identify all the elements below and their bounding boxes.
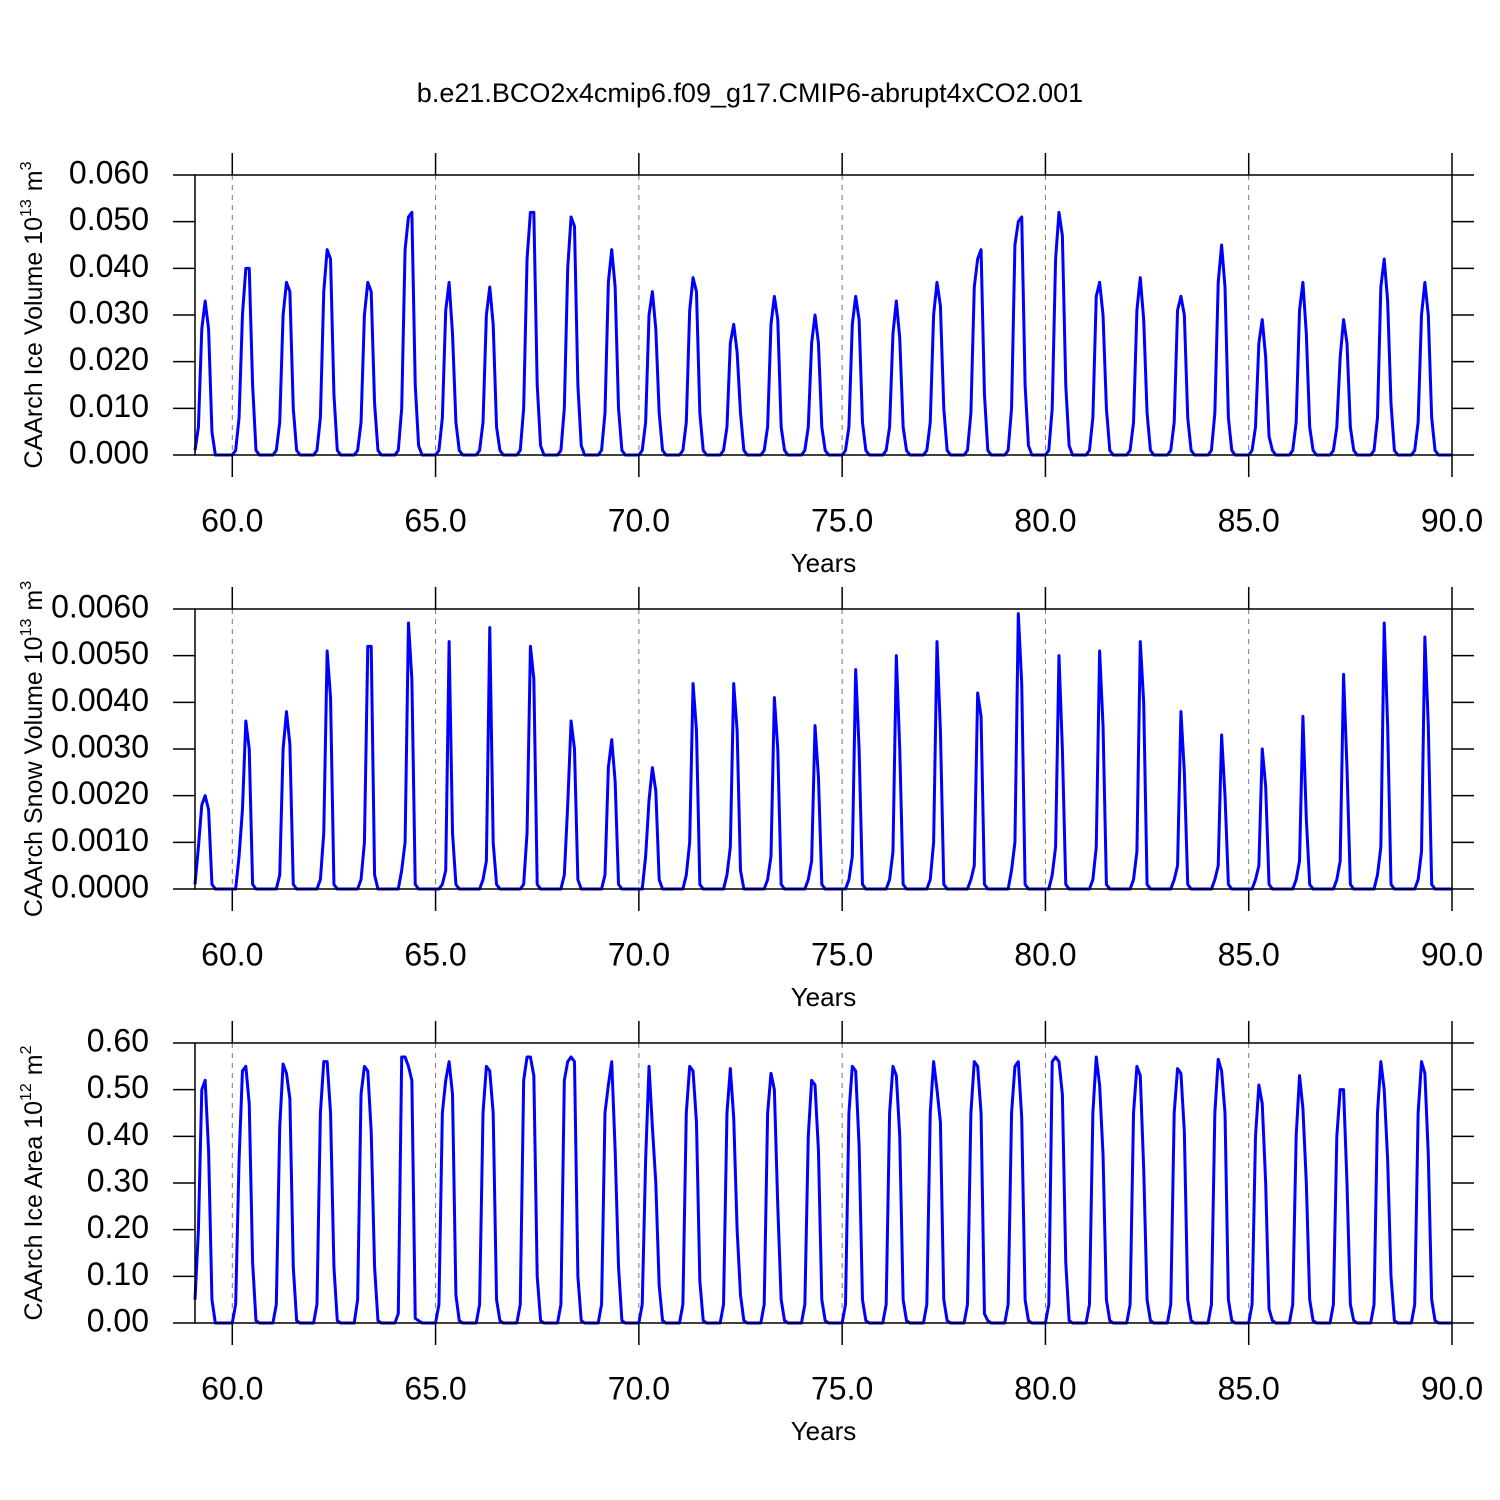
y-axis-title-text: CAArch Snow Volume 10 bbox=[20, 636, 48, 917]
plot-frame bbox=[194, 608, 1453, 890]
y-tick-label: 0.0060 bbox=[51, 588, 149, 624]
y-axis-title-exponent: 13 bbox=[18, 199, 35, 217]
x-axis-title: Years bbox=[791, 1416, 857, 1446]
y-tick-label: 0.040 bbox=[69, 248, 149, 284]
y-axis-title-unit: m bbox=[20, 1054, 48, 1075]
y-axis-title-exponent: 12 bbox=[18, 1083, 35, 1101]
y-tick-label: 0.050 bbox=[69, 201, 149, 237]
x-tick-label: 60.0 bbox=[201, 502, 263, 538]
x-tick-label: 75.0 bbox=[811, 1370, 873, 1406]
y-axis-title-text: CAArch Ice Area 10 bbox=[20, 1101, 48, 1321]
x-tick-label: 80.0 bbox=[1014, 502, 1076, 538]
y-tick-label: 0.000 bbox=[69, 434, 149, 470]
y-axis-title-unit: m bbox=[20, 170, 48, 191]
x-tick-label: 65.0 bbox=[404, 1370, 466, 1406]
y-tick-label: 0.010 bbox=[69, 388, 149, 424]
x-tick-label: 70.0 bbox=[608, 936, 670, 972]
y-axis-title-unit-exponent: 3 bbox=[18, 161, 35, 170]
x-tick-label: 75.0 bbox=[811, 936, 873, 972]
x-tick-label: 80.0 bbox=[1014, 936, 1076, 972]
x-axis-title: Years bbox=[791, 982, 857, 1012]
x-tick-label: 90.0 bbox=[1421, 502, 1483, 538]
x-tick-label: 85.0 bbox=[1218, 1370, 1280, 1406]
y-tick-label: 0.20 bbox=[87, 1209, 149, 1245]
x-tick-label: 85.0 bbox=[1218, 936, 1280, 972]
y-tick-label: 0.0020 bbox=[51, 775, 149, 811]
y-axis-title-text: CAArch Ice Volume 10 bbox=[20, 217, 48, 469]
plot-frame bbox=[194, 1042, 1453, 1324]
x-tick-label: 60.0 bbox=[201, 936, 263, 972]
y-tick-label: 0.020 bbox=[69, 341, 149, 377]
x-tick-label: 80.0 bbox=[1014, 1370, 1076, 1406]
x-tick-label: 60.0 bbox=[201, 1370, 263, 1406]
x-tick-label: 85.0 bbox=[1218, 502, 1280, 538]
y-axis-title: CAArch Snow Volume 1013 m3 bbox=[18, 581, 48, 917]
x-tick-label: 70.0 bbox=[608, 502, 670, 538]
x-tick-label: 65.0 bbox=[404, 502, 466, 538]
y-tick-label: 0.00 bbox=[87, 1302, 149, 1338]
y-tick-label: 0.10 bbox=[87, 1256, 149, 1292]
y-tick-label: 0.40 bbox=[87, 1116, 149, 1152]
x-tick-label: 70.0 bbox=[608, 1370, 670, 1406]
y-tick-label: 0.0000 bbox=[51, 868, 149, 904]
plot-frame bbox=[194, 174, 1453, 456]
x-axis-title: Years bbox=[791, 548, 857, 578]
x-tick-label: 75.0 bbox=[811, 502, 873, 538]
y-axis-title: CAArch Ice Volume 1013 m3 bbox=[18, 161, 48, 468]
y-tick-label: 0.0030 bbox=[51, 728, 149, 764]
y-axis-title-unit-exponent: 3 bbox=[18, 581, 35, 590]
y-axis-title-exponent: 13 bbox=[18, 619, 35, 637]
y-tick-label: 0.030 bbox=[69, 294, 149, 330]
x-tick-label: 90.0 bbox=[1421, 936, 1483, 972]
y-axis-title: CAArch Ice Area 1012 m2 bbox=[18, 1045, 48, 1320]
y-tick-label: 0.0010 bbox=[51, 822, 149, 858]
y-tick-label: 0.50 bbox=[87, 1069, 149, 1105]
y-axis-title-unit: m bbox=[20, 590, 48, 611]
y-tick-label: 0.30 bbox=[87, 1162, 149, 1198]
y-tick-label: 0.0050 bbox=[51, 635, 149, 671]
x-tick-label: 90.0 bbox=[1421, 1370, 1483, 1406]
y-tick-label: 0.060 bbox=[69, 154, 149, 190]
x-tick-label: 65.0 bbox=[404, 936, 466, 972]
y-tick-label: 0.60 bbox=[87, 1022, 149, 1058]
y-axis-title-unit-exponent: 2 bbox=[18, 1045, 35, 1054]
y-tick-label: 0.0040 bbox=[51, 682, 149, 718]
chart-title: b.e21.BCO2x4cmip6.f09_g17.CMIP6-abrupt4x… bbox=[417, 78, 1083, 108]
